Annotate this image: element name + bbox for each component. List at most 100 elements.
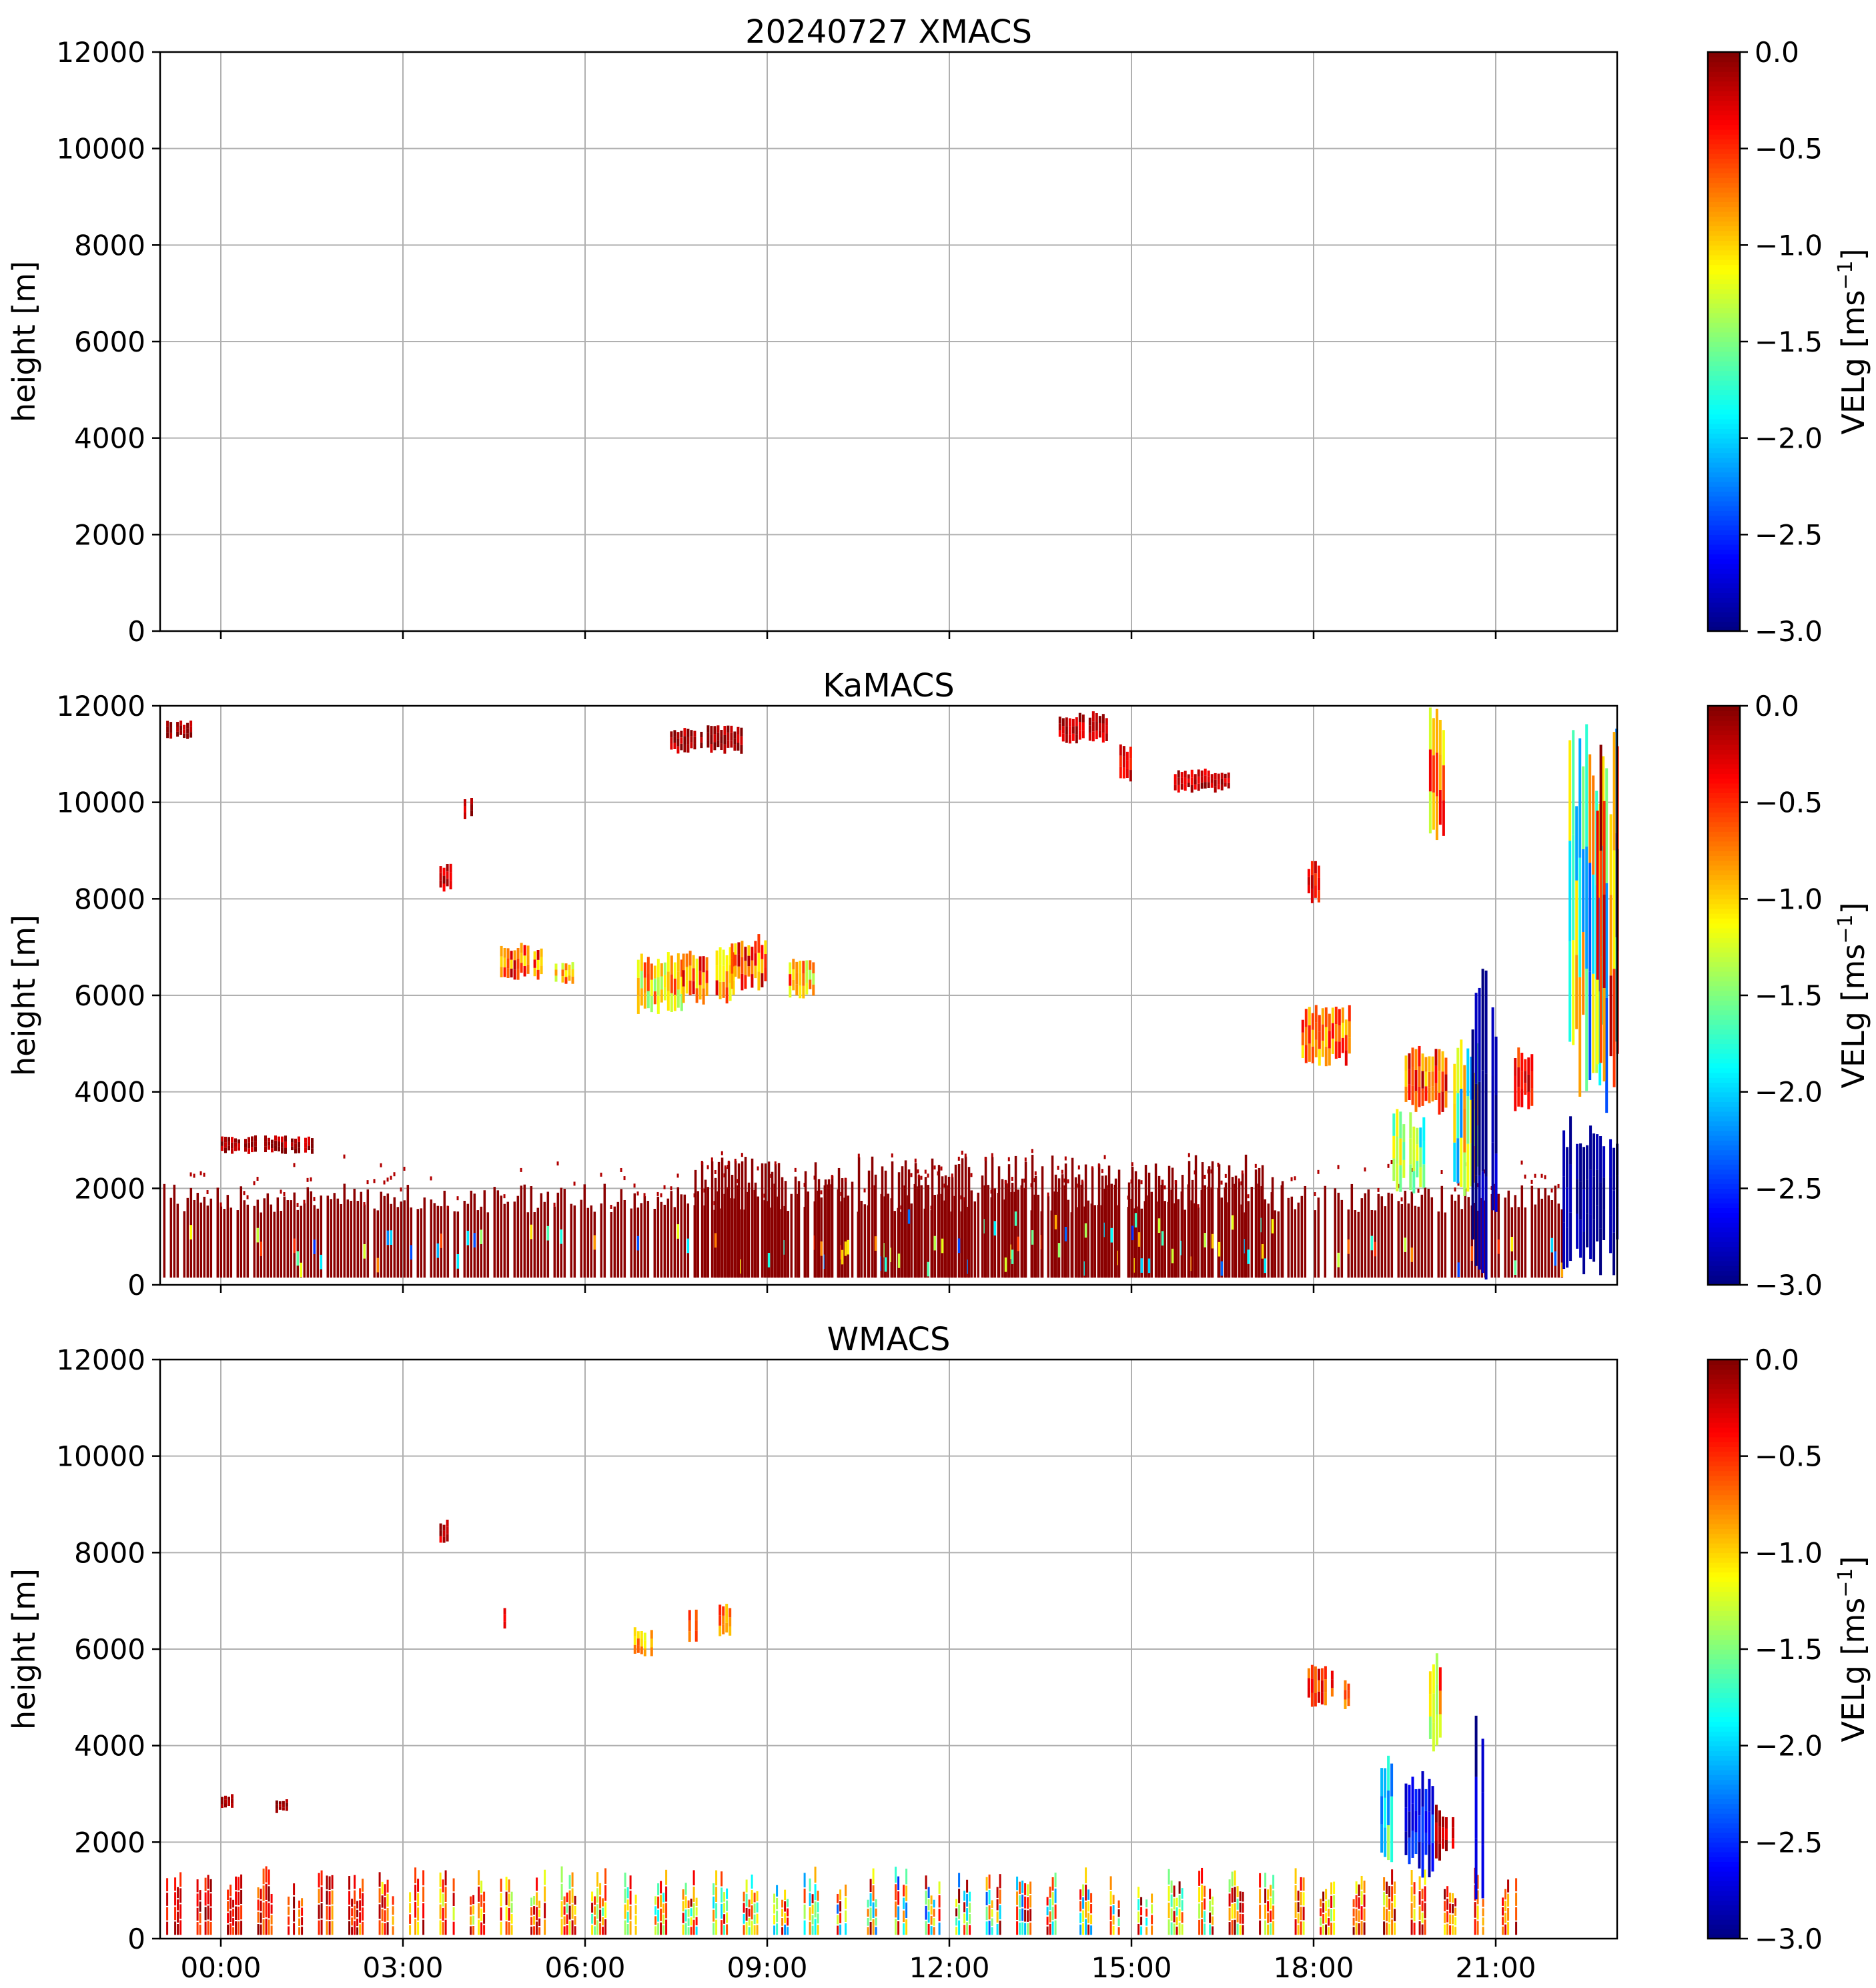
data-cell [591, 1903, 594, 1913]
data-cell [446, 864, 449, 872]
data-column [837, 1167, 841, 1278]
data-cell [1612, 969, 1616, 1087]
data-cell [640, 988, 643, 1006]
data-column [303, 1203, 306, 1278]
data-cell [207, 1875, 209, 1889]
data-speck [1557, 1183, 1560, 1188]
data-cell [533, 959, 536, 968]
data-cell [1204, 775, 1207, 783]
data-column [1037, 1194, 1040, 1278]
data-cell [1442, 801, 1445, 836]
data-cell [1330, 1688, 1334, 1697]
data-cell [958, 1920, 961, 1935]
data-cell [1514, 1093, 1517, 1111]
data-speck [863, 1188, 866, 1193]
data-cell [629, 1921, 632, 1935]
data-column [1140, 1208, 1143, 1278]
data-cell [381, 1881, 384, 1895]
data-cell [186, 733, 189, 739]
data-cell [1088, 717, 1091, 726]
data-cell [1324, 1666, 1327, 1680]
data-cell [1438, 1690, 1442, 1714]
data-column [1497, 1193, 1500, 1278]
data-cell [1321, 1040, 1324, 1057]
data-cell [1609, 1177, 1612, 1215]
data-cell [1325, 1924, 1328, 1935]
data-column [393, 1197, 396, 1278]
data-cell [500, 1893, 502, 1907]
data-cell [1374, 1241, 1377, 1257]
data-cell [1383, 1907, 1386, 1921]
data-cell [1569, 1164, 1572, 1213]
data-column [653, 1208, 656, 1278]
data-cell [682, 953, 685, 971]
data-cell [784, 1901, 787, 1912]
data-cell [626, 1911, 629, 1923]
data-cell [1484, 970, 1488, 1074]
data-cell [869, 1879, 872, 1893]
data-cell [1242, 1903, 1244, 1913]
colorbar-segment [1708, 191, 1740, 197]
data-cell [1184, 771, 1187, 778]
data-cell [439, 866, 442, 873]
data-column [400, 1201, 403, 1278]
data-cell [761, 973, 764, 988]
data-column [827, 1179, 831, 1278]
data-speck [1064, 1156, 1067, 1161]
data-cell [564, 977, 568, 984]
data-cell [713, 1923, 715, 1935]
data-column [1290, 1196, 1294, 1278]
data-cell [1019, 1895, 1021, 1908]
data-cell [1387, 1790, 1390, 1826]
data-cell [662, 1893, 665, 1903]
data-column [1420, 1194, 1424, 1278]
data-cell [1176, 1897, 1178, 1907]
data-cell [196, 1907, 199, 1921]
data-cell [328, 1876, 331, 1890]
data-cell [811, 1925, 814, 1935]
data-cell [1228, 1907, 1231, 1921]
data-cell [809, 1878, 811, 1892]
data-column [707, 1187, 710, 1278]
data-column [410, 1207, 413, 1278]
data-cell [483, 1891, 486, 1902]
colorbar-segment [1708, 1548, 1740, 1554]
data-column [1267, 1203, 1270, 1278]
data-cell [1588, 971, 1592, 1081]
colorbar-segment [1708, 1514, 1740, 1520]
colorbar-segment [1708, 1644, 1740, 1650]
data-cell [244, 1139, 247, 1143]
data-cell [1435, 1805, 1438, 1823]
colorbar-segment [1708, 860, 1740, 866]
data-cell [1228, 1879, 1231, 1893]
data-column [704, 1179, 707, 1278]
data-cell [596, 1888, 599, 1903]
data-cell [966, 1922, 969, 1935]
data-cell [602, 1917, 604, 1926]
data-column [366, 1189, 370, 1278]
data-cell [963, 1891, 966, 1901]
data-column [1350, 1183, 1354, 1278]
data-cell [1333, 1922, 1336, 1935]
data-speck [296, 1203, 299, 1207]
data-cell [1333, 1909, 1336, 1921]
data-column [970, 1190, 973, 1278]
data-cell [643, 1648, 646, 1656]
data-cell [673, 995, 676, 1011]
data-cell [1272, 1875, 1275, 1889]
colorbar-segment [1708, 1567, 1740, 1573]
data-speck [1061, 1169, 1063, 1174]
colorbar-segment [1708, 418, 1740, 424]
data-cell [1507, 1922, 1510, 1935]
data-cell [439, 873, 442, 881]
data-cell [1524, 1083, 1527, 1095]
panel-title: WMACS [827, 1321, 951, 1358]
colorbar-segment [1708, 592, 1740, 598]
data-cell [1520, 1071, 1524, 1089]
data-cell [1482, 1899, 1484, 1907]
data-speck [1174, 1180, 1177, 1185]
data-cell [1140, 1907, 1143, 1916]
data-cell [544, 1869, 546, 1885]
colorbar-segment [1708, 1779, 1740, 1785]
data-speck [1520, 1160, 1523, 1165]
